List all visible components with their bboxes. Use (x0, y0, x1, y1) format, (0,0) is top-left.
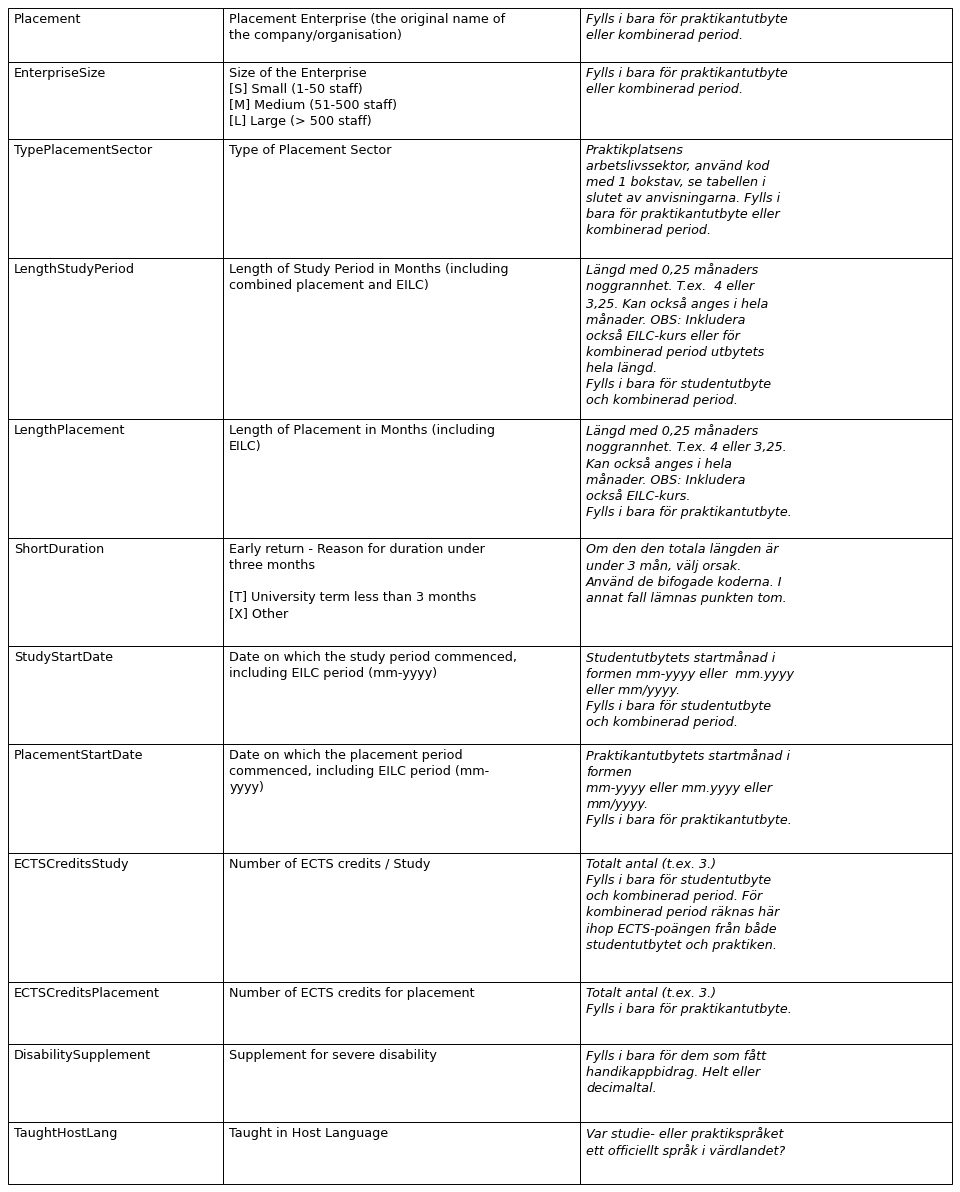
Text: Date on which the study period commenced,
including EILC period (mm-yyyy): Date on which the study period commenced… (229, 651, 517, 681)
Bar (580, 259, 952, 418)
Text: Praktikplatsens
arbetslivssektor, använd kod
med 1 bokstav, se tabellen i
slutet: Praktikplatsens arbetslivssektor, använd… (586, 144, 780, 237)
Bar (8, 139, 224, 259)
Text: Number of ECTS credits / Study: Number of ECTS credits / Study (229, 858, 431, 871)
Bar (224, 62, 580, 139)
Bar (224, 853, 580, 982)
Bar (580, 646, 952, 745)
Bar (580, 538, 952, 646)
Text: PlacementStartDate: PlacementStartDate (14, 750, 143, 763)
Text: Length of Placement in Months (including
EILC): Length of Placement in Months (including… (229, 423, 495, 453)
Text: Supplement for severe disability: Supplement for severe disability (229, 1049, 437, 1062)
Text: Studentutbytets startmånad i
formen mm-yyyy eller  mm.yyyy
eller mm/yyyy.
Fylls : Studentutbytets startmånad i formen mm-y… (586, 651, 794, 730)
Text: LengthStudyPeriod: LengthStudyPeriod (14, 263, 135, 277)
Text: Placement Enterprise (the original name of
the company/organisation): Placement Enterprise (the original name … (229, 13, 505, 42)
Bar (8, 745, 224, 853)
Bar (224, 418, 580, 538)
Bar (8, 8, 224, 62)
Text: Totalt antal (t.ex. 3.)
Fylls i bara för praktikantutbyte.: Totalt antal (t.ex. 3.) Fylls i bara för… (586, 987, 792, 1017)
Bar (580, 8, 952, 62)
Bar (224, 1122, 580, 1184)
Bar (8, 259, 224, 418)
Text: Fylls i bara för praktikantutbyte
eller kombinerad period.: Fylls i bara för praktikantutbyte eller … (586, 67, 788, 95)
Text: Placement: Placement (14, 13, 82, 26)
Text: LengthPlacement: LengthPlacement (14, 423, 126, 436)
Bar (224, 745, 580, 853)
Text: Taught in Host Language: Taught in Host Language (229, 1126, 389, 1140)
Text: Size of the Enterprise
[S] Small (1-50 staff)
[M] Medium (51-500 staff)
[L] Larg: Size of the Enterprise [S] Small (1-50 s… (229, 67, 397, 128)
Text: Early return - Reason for duration under
three months

[T] University term less : Early return - Reason for duration under… (229, 542, 485, 620)
Bar (224, 982, 580, 1044)
Text: EnterpriseSize: EnterpriseSize (14, 67, 107, 80)
Text: Var studie- eller praktikspråket
ett officiellt språk i värdlandet?: Var studie- eller praktikspråket ett off… (586, 1126, 785, 1159)
Bar (224, 538, 580, 646)
Bar (580, 982, 952, 1044)
Text: Fylls i bara för dem som fått
handikappbidrag. Helt eller
decimaltal.: Fylls i bara för dem som fått handikappb… (586, 1049, 766, 1095)
Bar (8, 62, 224, 139)
Text: TypePlacementSector: TypePlacementSector (14, 144, 152, 157)
Bar (580, 1122, 952, 1184)
Bar (8, 982, 224, 1044)
Bar (224, 259, 580, 418)
Text: ShortDuration: ShortDuration (14, 542, 105, 555)
Bar (580, 745, 952, 853)
Text: Number of ECTS credits for placement: Number of ECTS credits for placement (229, 987, 475, 1000)
Text: Längd med 0,25 månaders
noggrannhet. T.ex.  4 eller
3,25. Kan också anges i hela: Längd med 0,25 månaders noggrannhet. T.e… (586, 263, 771, 406)
Text: Längd med 0,25 månaders
noggrannhet. T.ex. 4 eller 3,25.
Kan också anges i hela
: Längd med 0,25 månaders noggrannhet. T.e… (586, 423, 792, 519)
Bar (224, 1044, 580, 1122)
Text: Fylls i bara för praktikantutbyte
eller kombinerad period.: Fylls i bara för praktikantutbyte eller … (586, 13, 788, 42)
Text: TaughtHostLang: TaughtHostLang (14, 1126, 117, 1140)
Bar (8, 646, 224, 745)
Bar (580, 853, 952, 982)
Text: Totalt antal (t.ex. 3.)
Fylls i bara för studentutbyte
och kombinerad period. Fö: Totalt antal (t.ex. 3.) Fylls i bara för… (586, 858, 780, 952)
Bar (8, 853, 224, 982)
Bar (224, 8, 580, 62)
Bar (224, 646, 580, 745)
Bar (8, 538, 224, 646)
Text: Om den den totala längden är
under 3 mån, välj orsak.
Använd de bifogade koderna: Om den den totala längden är under 3 mån… (586, 542, 786, 604)
Bar (8, 1122, 224, 1184)
Text: Date on which the placement period
commenced, including EILC period (mm-
yyyy): Date on which the placement period comme… (229, 750, 490, 794)
Bar (580, 62, 952, 139)
Text: Praktikantutbytets startmånad i
formen
mm-yyyy eller mm.yyyy eller
mm/yyyy.
Fyll: Praktikantutbytets startmånad i formen m… (586, 750, 792, 827)
Text: DisabilitySupplement: DisabilitySupplement (14, 1049, 151, 1062)
Bar (8, 418, 224, 538)
Text: Length of Study Period in Months (including
combined placement and EILC): Length of Study Period in Months (includ… (229, 263, 509, 292)
Text: StudyStartDate: StudyStartDate (14, 651, 113, 664)
Bar (224, 139, 580, 259)
Text: Type of Placement Sector: Type of Placement Sector (229, 144, 392, 157)
Bar (580, 1044, 952, 1122)
Text: ECTSCreditsPlacement: ECTSCreditsPlacement (14, 987, 160, 1000)
Bar (8, 1044, 224, 1122)
Bar (580, 418, 952, 538)
Text: ECTSCreditsStudy: ECTSCreditsStudy (14, 858, 130, 871)
Bar (580, 139, 952, 259)
